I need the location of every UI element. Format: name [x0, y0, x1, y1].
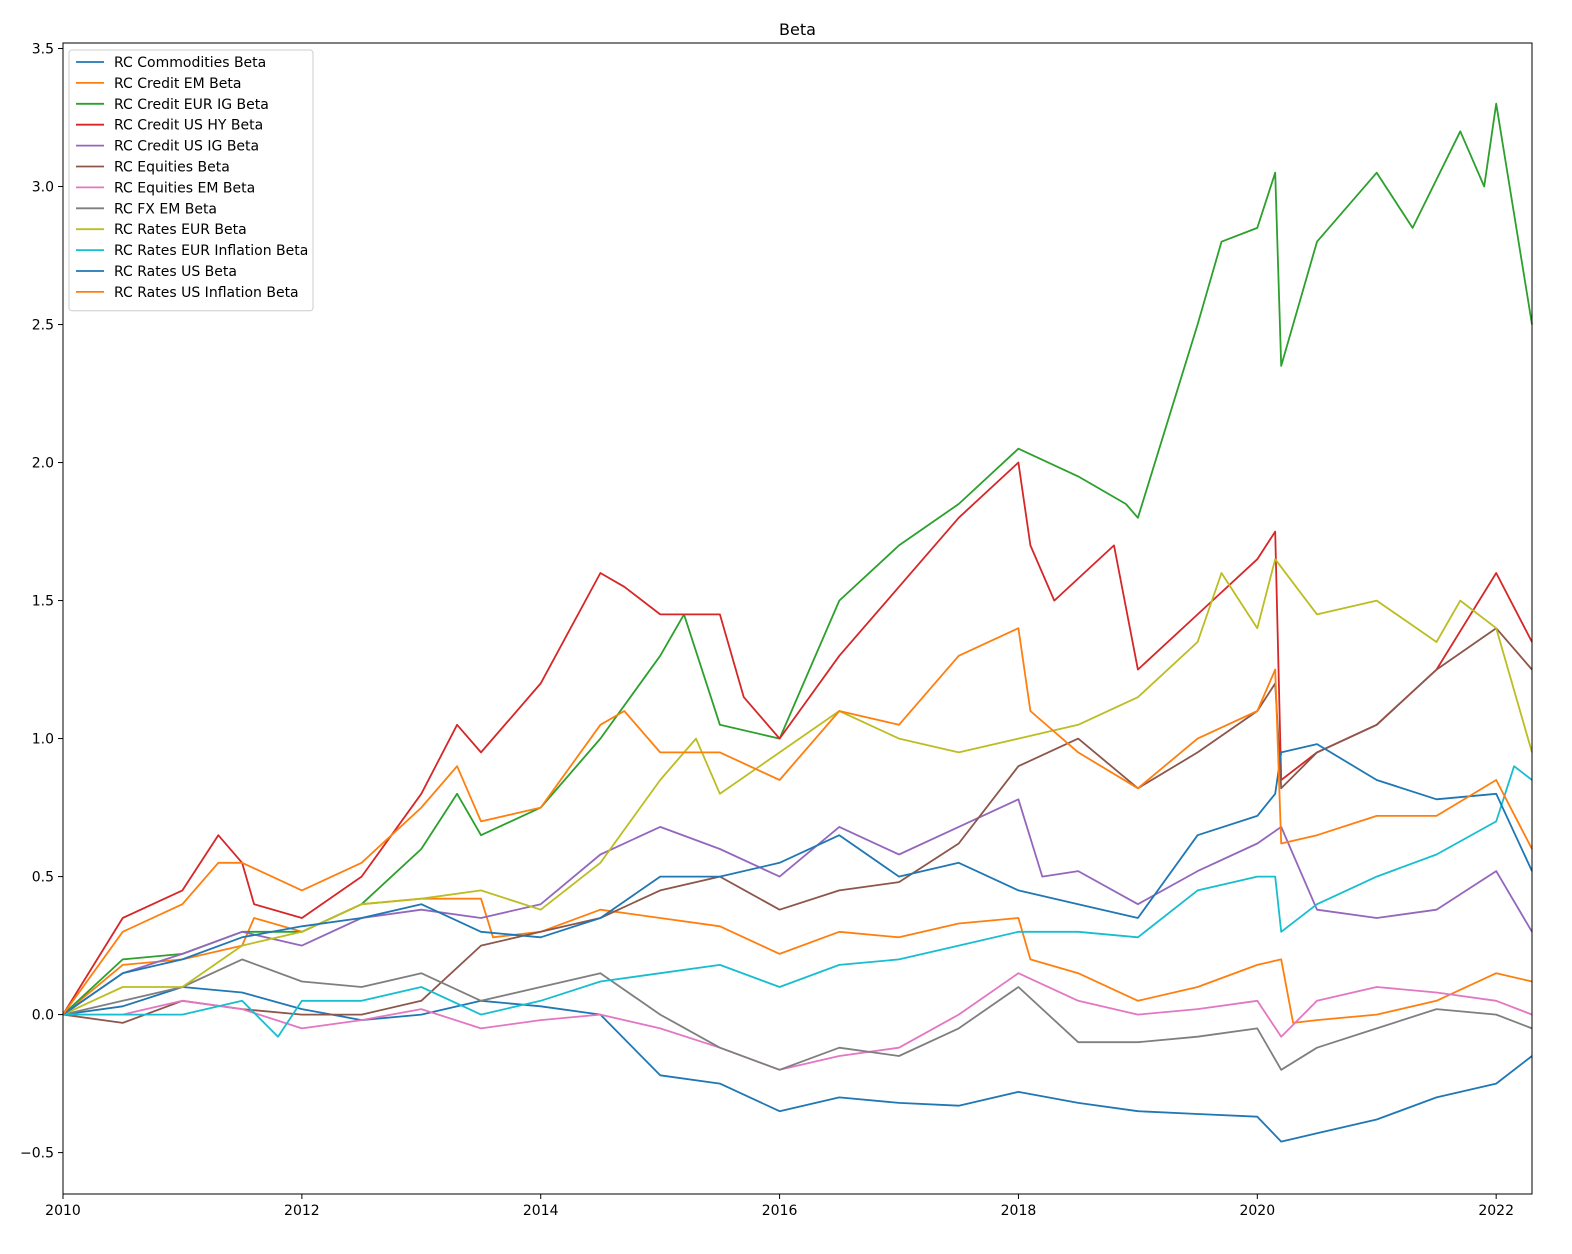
series-line-rc-credit-us-ig-beta: [62, 798, 1533, 1016]
series-line-rc-fx-em-beta: [62, 958, 1533, 1071]
y-tick-label: 0.5: [32, 870, 54, 886]
x-axis: 2010 2012 2014 2016 2018 2020 2022: [45, 1194, 1514, 1219]
legend-label: RC Credit US HY Beta: [114, 118, 263, 134]
legend-box: [68, 49, 314, 312]
x-tick-label: 2018: [1001, 1203, 1037, 1219]
series-line-rc-equities-beta: [62, 627, 1533, 1024]
series-layer: [62, 102, 1533, 1143]
series-line-rc-credit-us-hy-beta: [62, 461, 1533, 1016]
series-line-rc-rates-eur-beta: [62, 558, 1533, 1016]
x-tick-label: 2016: [762, 1203, 798, 1219]
chart-title: Beta: [779, 20, 816, 39]
series-line-rc-rates-us-inflation-beta: [62, 627, 1533, 1016]
legend-label: RC Equities Beta: [114, 160, 230, 176]
legend-label: RC Credit EUR IG Beta: [114, 97, 269, 113]
legend-label: RC Commodities Beta: [114, 55, 266, 71]
x-tick-label: 2022: [1478, 1203, 1514, 1219]
y-tick-label: 2.0: [32, 456, 54, 472]
legend-label: RC Equities EM Beta: [114, 180, 255, 196]
legend-label: RC Rates EUR Beta: [114, 222, 247, 238]
y-tick-label: 1.5: [32, 594, 54, 610]
series-line-rc-equities-em-beta: [63, 972, 1533, 1071]
x-tick-label: 2012: [284, 1203, 320, 1219]
legend-label: RC Rates US Inflation Beta: [114, 285, 299, 301]
y-tick-label: 1.0: [32, 732, 54, 748]
series-line-rc-rates-us-beta: [62, 743, 1533, 1016]
series-line-rc-credit-eur-ig-beta: [62, 102, 1533, 1016]
y-tick-label: −0.5: [20, 1146, 54, 1162]
legend: RC Commodities Beta RC Credit EM Beta RC C…: [68, 49, 314, 312]
y-axis: −0.5 0.0 0.5 1.0 1.5 2.0 2.5 3.0 3.5: [20, 42, 63, 1162]
y-tick-label: 2.5: [32, 318, 54, 334]
series-line-rc-rates-eur-inflation-beta: [63, 765, 1533, 1038]
y-tick-label: 0.0: [32, 1008, 54, 1024]
legend-label: RC Credit EM Beta: [114, 76, 241, 92]
y-tick-label: 3.0: [32, 180, 54, 196]
legend-label: RC Credit US IG Beta: [114, 139, 259, 155]
series-line-rc-commodities-beta: [62, 986, 1533, 1143]
x-tick-label: 2010: [45, 1203, 81, 1219]
y-tick-label: 3.5: [32, 42, 54, 58]
x-tick-label: 2020: [1239, 1203, 1275, 1219]
plot-frame: [62, 42, 1533, 1195]
x-tick-label: 2014: [523, 1203, 559, 1219]
legend-label: RC Rates US Beta: [114, 264, 237, 280]
legend-label: RC FX EM Beta: [114, 201, 217, 217]
legend-label: RC Rates EUR Inflation Beta: [114, 243, 308, 259]
